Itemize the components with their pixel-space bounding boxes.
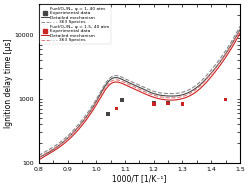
Point — [152, 103, 156, 106]
Point — [106, 112, 110, 115]
Point — [224, 98, 228, 101]
Point — [166, 102, 170, 105]
Point — [166, 101, 170, 104]
Point — [152, 101, 156, 104]
Point — [120, 99, 124, 102]
X-axis label: 1000/T [1/K⁻¹]: 1000/T [1/K⁻¹] — [112, 174, 167, 183]
Point — [181, 102, 185, 105]
Y-axis label: Ignition delay time [μs]: Ignition delay time [μs] — [4, 39, 13, 128]
Legend: Fuel/O₂/N₂, φ = 1, 40 atm, Experimental data, Detailed mechanism, - - - 363 Spec: Fuel/O₂/N₂, φ = 1, 40 atm, Experimental … — [40, 5, 111, 44]
Point — [114, 107, 118, 110]
